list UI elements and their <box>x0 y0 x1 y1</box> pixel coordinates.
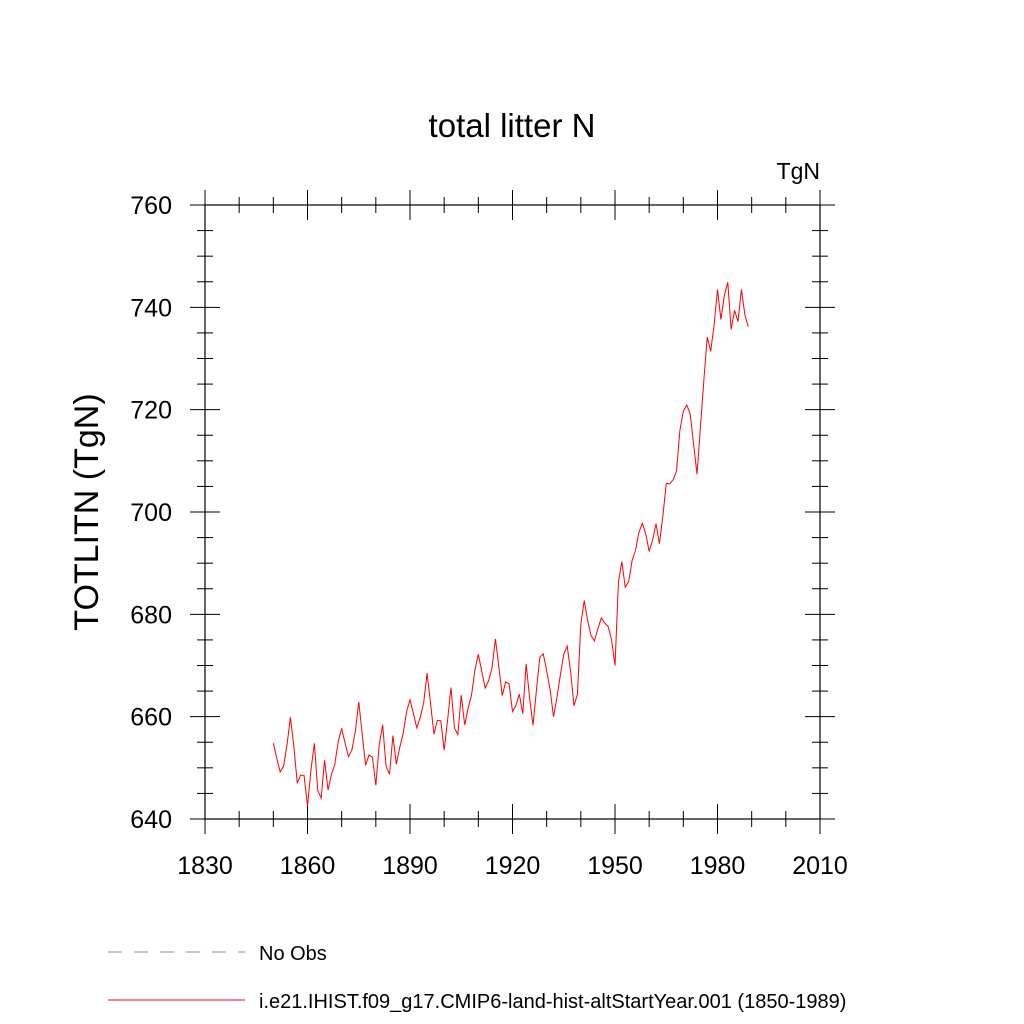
series-layer <box>272 282 749 807</box>
plot-frame <box>204 204 821 820</box>
legend: No Obs i.e21.IHIST.f09_g17.CMIP6-land-his… <box>108 943 846 1013</box>
units-label: TgN <box>777 158 820 184</box>
legend-label: No Obs <box>259 943 327 965</box>
x-tick-label: 1860 <box>280 852 336 880</box>
chart-title: total litter N <box>429 107 596 144</box>
y-tick-label: 700 <box>130 499 172 527</box>
x-tick-label: 1830 <box>177 852 233 880</box>
y-tick-label: 760 <box>130 192 172 220</box>
axis-ticks <box>190 190 835 834</box>
y-tick-label: 680 <box>130 601 172 629</box>
x-tick-label: 1920 <box>485 852 541 880</box>
y-tick-label: 640 <box>130 806 172 834</box>
y-tick-label: 740 <box>130 294 172 322</box>
x-tick-label: 2010 <box>792 852 848 880</box>
y-tick-label: 720 <box>130 397 172 425</box>
legend-label: i.e21.IHIST.f09_g17.CMIP6-land-hist-altS… <box>259 991 846 1013</box>
x-tick-label: 1950 <box>587 852 643 880</box>
x-tick-label: 1890 <box>382 852 438 880</box>
axis-tick-labels: 1830 1860 1890 1920 1950 1980 2010 640 660 680 700… <box>130 192 848 880</box>
x-tick-label: 1980 <box>690 852 746 880</box>
y-axis-label: TOTLITN (TgN) <box>68 393 106 630</box>
y-tick-label: 660 <box>130 704 172 732</box>
series-line <box>272 282 749 807</box>
